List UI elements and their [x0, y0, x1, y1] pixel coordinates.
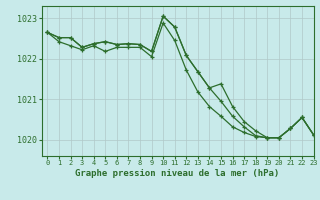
- X-axis label: Graphe pression niveau de la mer (hPa): Graphe pression niveau de la mer (hPa): [76, 169, 280, 178]
